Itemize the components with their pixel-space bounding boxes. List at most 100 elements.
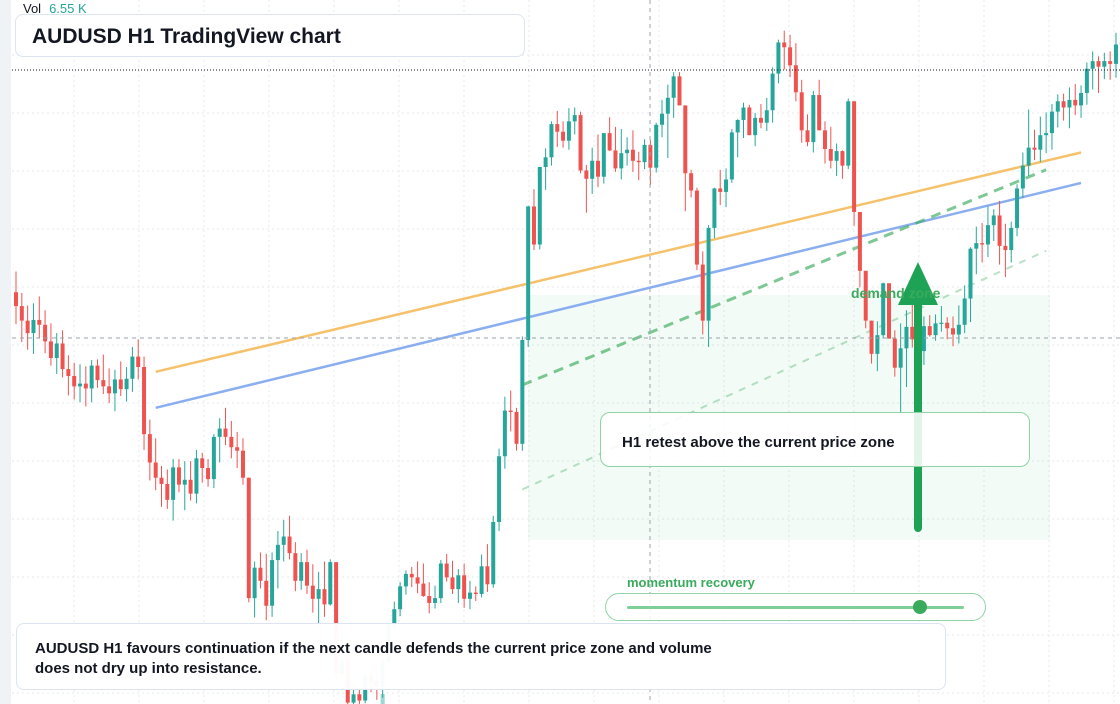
candle [921, 316, 926, 365]
candle [89, 360, 94, 403]
candle-body [217, 428, 222, 437]
candle [758, 104, 763, 129]
candle-body [1073, 99, 1078, 106]
candle [927, 315, 932, 337]
candle-body [898, 348, 903, 368]
candle [642, 139, 647, 170]
candle-body [758, 117, 763, 123]
candle [438, 560, 443, 603]
candle [974, 226, 979, 275]
candle-body [549, 124, 554, 158]
candle-body [444, 563, 449, 578]
candle-body [887, 283, 891, 339]
candle-body [543, 157, 548, 168]
candle [887, 283, 891, 339]
candle [270, 552, 275, 617]
candle-body [1102, 61, 1107, 67]
volume-readout: Vol 6.55 K [23, 1, 87, 16]
candle [1020, 152, 1025, 199]
candle [66, 355, 71, 396]
candle-body [95, 365, 100, 381]
candle-body [240, 450, 245, 478]
summary-card: AUDUSD H1 favours continuation if the ne… [16, 623, 946, 690]
candle-body [555, 124, 560, 132]
chart-grid [12, 0, 1120, 704]
candle [421, 563, 426, 597]
candle-body [281, 536, 286, 545]
candle [188, 461, 193, 501]
candle [43, 310, 48, 354]
candle-body [601, 133, 606, 177]
candle [491, 515, 496, 588]
candle [660, 99, 665, 138]
retest-callout[interactable]: H1 retest above the current price zone [600, 412, 1030, 467]
candle-body [648, 144, 653, 168]
momentum-meter[interactable] [605, 593, 986, 621]
candle [467, 580, 472, 610]
left-edge-strip [0, 0, 11, 704]
candle-body [654, 124, 659, 168]
candle-body [951, 328, 956, 335]
candle-body [613, 150, 618, 169]
candle-body [328, 562, 333, 605]
blue-trendline[interactable] [155, 181, 1082, 410]
candle-body [14, 292, 18, 307]
candle-body [991, 215, 996, 226]
candle-body [997, 215, 1002, 246]
candle [776, 39, 781, 84]
candle-body [636, 160, 641, 163]
candle-body [625, 149, 630, 154]
candle-body [630, 149, 635, 161]
candle [549, 121, 554, 166]
candle-body [188, 479, 193, 494]
candle-body [1113, 44, 1118, 64]
candle-body [322, 589, 327, 605]
candle [287, 515, 292, 560]
candle-body [1055, 101, 1060, 112]
candle-body [351, 694, 356, 703]
projection-line[interactable] [521, 249, 1047, 491]
candle-body [660, 113, 665, 125]
candle [822, 121, 827, 164]
trendlines[interactable] [155, 151, 1082, 491]
candle [206, 459, 211, 487]
candle [572, 107, 577, 135]
candle [153, 438, 158, 491]
candle-body [578, 115, 583, 171]
projection-line[interactable] [521, 168, 1047, 387]
candle-body [904, 326, 909, 349]
momentum-knob[interactable] [913, 600, 928, 614]
candle [176, 459, 181, 493]
candle-body [642, 144, 647, 163]
candle [980, 223, 985, 263]
candle [1055, 94, 1060, 128]
candle-body [107, 386, 112, 394]
candle [1003, 223, 1008, 278]
candle [1044, 112, 1049, 154]
candle-body [665, 97, 670, 114]
candle-body [817, 95, 822, 131]
candle [72, 362, 77, 400]
candle [834, 143, 839, 177]
candle [706, 225, 711, 347]
candle [601, 133, 606, 184]
candle [450, 560, 455, 594]
candle-body [980, 243, 985, 245]
orange-trendline[interactable] [155, 151, 1082, 374]
candle-body [403, 573, 408, 587]
candle [584, 164, 589, 213]
candle [613, 126, 618, 172]
candle-body [828, 149, 833, 161]
candle-body [1044, 133, 1049, 136]
candle-body [805, 130, 810, 143]
candle-body [921, 326, 926, 352]
candle-body [462, 575, 467, 599]
candle-body [537, 167, 542, 245]
candle-body [485, 566, 490, 585]
candle [531, 189, 536, 251]
candle-body [1020, 165, 1025, 189]
candle-body [677, 76, 682, 106]
candle [1061, 93, 1066, 121]
candle-body [194, 458, 199, 494]
